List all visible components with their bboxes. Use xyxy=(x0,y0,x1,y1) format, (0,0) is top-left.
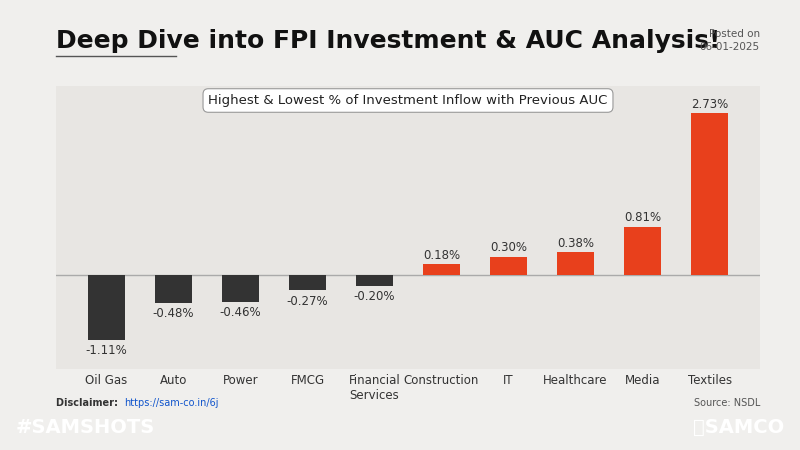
Text: -0.27%: -0.27% xyxy=(286,295,328,308)
Text: Deep Dive into FPI Investment & AUC Analysis!: Deep Dive into FPI Investment & AUC Anal… xyxy=(56,29,720,53)
Text: 0.18%: 0.18% xyxy=(423,248,460,261)
Text: 0.30%: 0.30% xyxy=(490,241,527,254)
Text: -0.20%: -0.20% xyxy=(354,290,395,303)
Text: -0.48%: -0.48% xyxy=(153,307,194,320)
Bar xyxy=(423,264,460,274)
Text: Highest & Lowest % of Investment Inflow with Previous AUC: Highest & Lowest % of Investment Inflow … xyxy=(208,94,608,107)
Bar xyxy=(356,274,393,286)
Text: -0.46%: -0.46% xyxy=(220,306,262,319)
Bar xyxy=(490,257,527,274)
Text: Posted on
06-01-2025: Posted on 06-01-2025 xyxy=(700,29,760,53)
Bar xyxy=(624,227,661,274)
Text: 2.73%: 2.73% xyxy=(691,98,728,111)
Text: Source: NSDL: Source: NSDL xyxy=(694,398,760,408)
Bar xyxy=(557,252,594,274)
Text: 0.38%: 0.38% xyxy=(557,237,594,250)
Bar xyxy=(222,274,259,302)
Text: -1.11%: -1.11% xyxy=(86,344,127,357)
Bar xyxy=(691,113,728,274)
Bar xyxy=(155,274,192,303)
Bar xyxy=(88,274,125,340)
Text: ⨉SAMCO: ⨉SAMCO xyxy=(693,418,784,437)
Text: https://sam-co.in/6j: https://sam-co.in/6j xyxy=(124,398,218,408)
Bar xyxy=(289,274,326,290)
Text: Disclaimer:: Disclaimer: xyxy=(56,398,122,408)
Text: #SAMSHOTS: #SAMSHOTS xyxy=(16,418,155,437)
Text: 0.81%: 0.81% xyxy=(624,212,661,224)
